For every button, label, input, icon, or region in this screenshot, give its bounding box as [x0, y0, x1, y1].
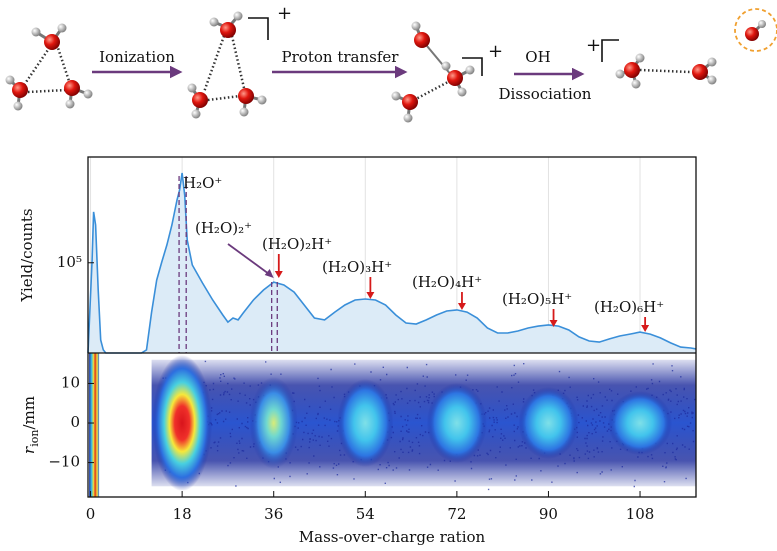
plot-frame [87, 156, 697, 498]
peak-label: (H₂O)₆H⁺ [594, 298, 664, 316]
x-tick-label: 72 [447, 505, 466, 523]
ionized-trimer [187, 11, 269, 119]
y-tick-label: 10 [61, 373, 80, 391]
peak-label: (H₂O)₄H⁺ [412, 273, 482, 291]
proton-transferred [391, 21, 483, 123]
arrow-head [274, 271, 283, 278]
cluster [249, 377, 298, 470]
step-label: Dissociation [499, 85, 592, 103]
peak-label: (H₂O)₂H⁺ [262, 235, 332, 253]
x-tick-label: 36 [264, 505, 283, 523]
schematic: Ionization + Proton transfer + OH D [5, 3, 777, 123]
charge: + [488, 41, 503, 62]
heatmap [89, 353, 696, 497]
cluster [426, 383, 487, 464]
oh-fragment [734, 8, 777, 52]
peak-label: (H₂O)₅H⁺ [502, 290, 572, 308]
arrow-head [549, 320, 558, 327]
arrow-head [457, 303, 466, 310]
y-axis-label-part: r [20, 446, 38, 454]
peak-label: (H₂O)₂⁺ [195, 219, 252, 237]
y-axis-label: Yield/counts [18, 208, 36, 302]
product-dimer: + [586, 35, 717, 89]
annotation-arrow [227, 243, 273, 277]
x-axis-label: Mass-over-charge ration [299, 528, 486, 546]
step-label: Proton transfer [282, 48, 400, 66]
peak-label: H₂O⁺ [183, 174, 222, 192]
cluster [89, 353, 100, 497]
y-axis-label-part: /mm [20, 396, 38, 430]
x-tick-label: 18 [173, 505, 192, 523]
charge: + [277, 3, 292, 24]
arrow-head [641, 325, 650, 332]
cluster [152, 355, 213, 492]
arrow-head [264, 269, 274, 278]
cluster [337, 379, 394, 468]
y-axis-label-part: ion [28, 430, 41, 447]
line [87, 172, 697, 354]
y-tick-label: 0 [70, 413, 80, 431]
x-tick-label: 108 [626, 505, 655, 523]
step-label: Ionization [99, 48, 175, 66]
cluster [608, 391, 673, 456]
y-tick-label: −10 [48, 453, 80, 471]
arrow-head [366, 292, 375, 299]
x-tick-label: 90 [539, 505, 558, 523]
water-trimer [5, 23, 93, 111]
x-tick-label: 0 [86, 505, 96, 523]
charge: + [586, 35, 601, 56]
cluster [518, 387, 579, 460]
x-tick-label: 54 [356, 505, 375, 523]
y-tick-label: 10⁵ [57, 253, 82, 271]
step-label: OH [525, 48, 550, 66]
plots: 10⁵ Yield/counts H₂O⁺ (H₂O)₂⁺ (H₂O)₂H⁺ (H₂O)₃… [18, 156, 697, 546]
peak-label: (H₂O)₃H⁺ [322, 258, 392, 276]
y-axis-label: rion/mm [20, 396, 41, 454]
